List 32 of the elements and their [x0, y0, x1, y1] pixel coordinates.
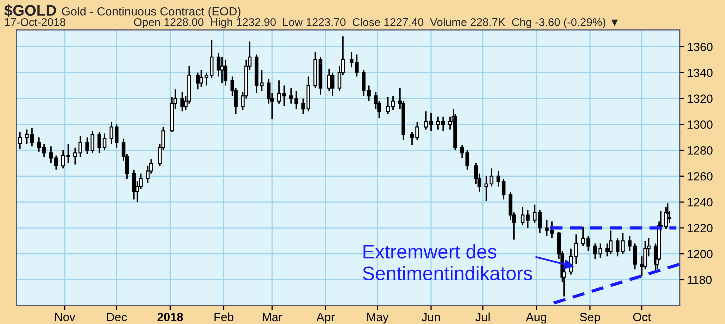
y-tick-label: 1320 — [688, 94, 713, 104]
candlestick — [18, 132, 22, 150]
y-tick-label: 1220 — [688, 224, 713, 233]
y-tick-label: 1280 — [688, 146, 713, 155]
text: Open 1228.00 High 1232.90 Low 1223.70 Close 1227.40 Volume 228.7K Chg -3.60 (-0.29%) ▼ — [134, 18, 618, 29]
x-tick-label: Dec — [107, 313, 128, 322]
chart-subtitle: Gold - Continuous Contract (EOD) — [62, 7, 241, 18]
chart-title: $GOLD — [4, 4, 56, 18]
annotation: Extremwert des Sentimentindikators — [363, 244, 532, 280]
candlestick — [216, 52, 221, 78]
x-tick-label: Feb — [214, 312, 234, 322]
x-tick-label: Sep — [580, 313, 600, 324]
y-tick-label: 1340 — [688, 68, 713, 78]
x-tick-label: Nov — [56, 313, 76, 322]
candlestick — [224, 59, 228, 86]
x-tick-label: Jun — [422, 313, 440, 322]
candlestick — [220, 56, 224, 84]
y-tick-label: 1360 — [688, 42, 713, 52]
x-tick-label: Apr — [316, 313, 335, 324]
x-tick-label: Aug — [526, 313, 546, 324]
x-tick-label: May — [368, 313, 389, 324]
y-tick-label: 1300 — [688, 120, 713, 130]
x-tick-label: Mar — [263, 313, 282, 322]
x-tick-label: 2018 — [158, 313, 184, 322]
y-tick-label: 1180 — [688, 276, 712, 284]
y-tick-label: 1240 — [688, 198, 713, 207]
text: 17-Oct-2018 — [5, 18, 66, 26]
x-tick-label: Oct — [633, 313, 652, 322]
candlestick — [132, 169, 136, 200]
y-tick-label: 1260 — [688, 172, 713, 181]
x-tick-label: Jul — [476, 312, 490, 322]
y-tick-label: 1200 — [688, 250, 713, 258]
